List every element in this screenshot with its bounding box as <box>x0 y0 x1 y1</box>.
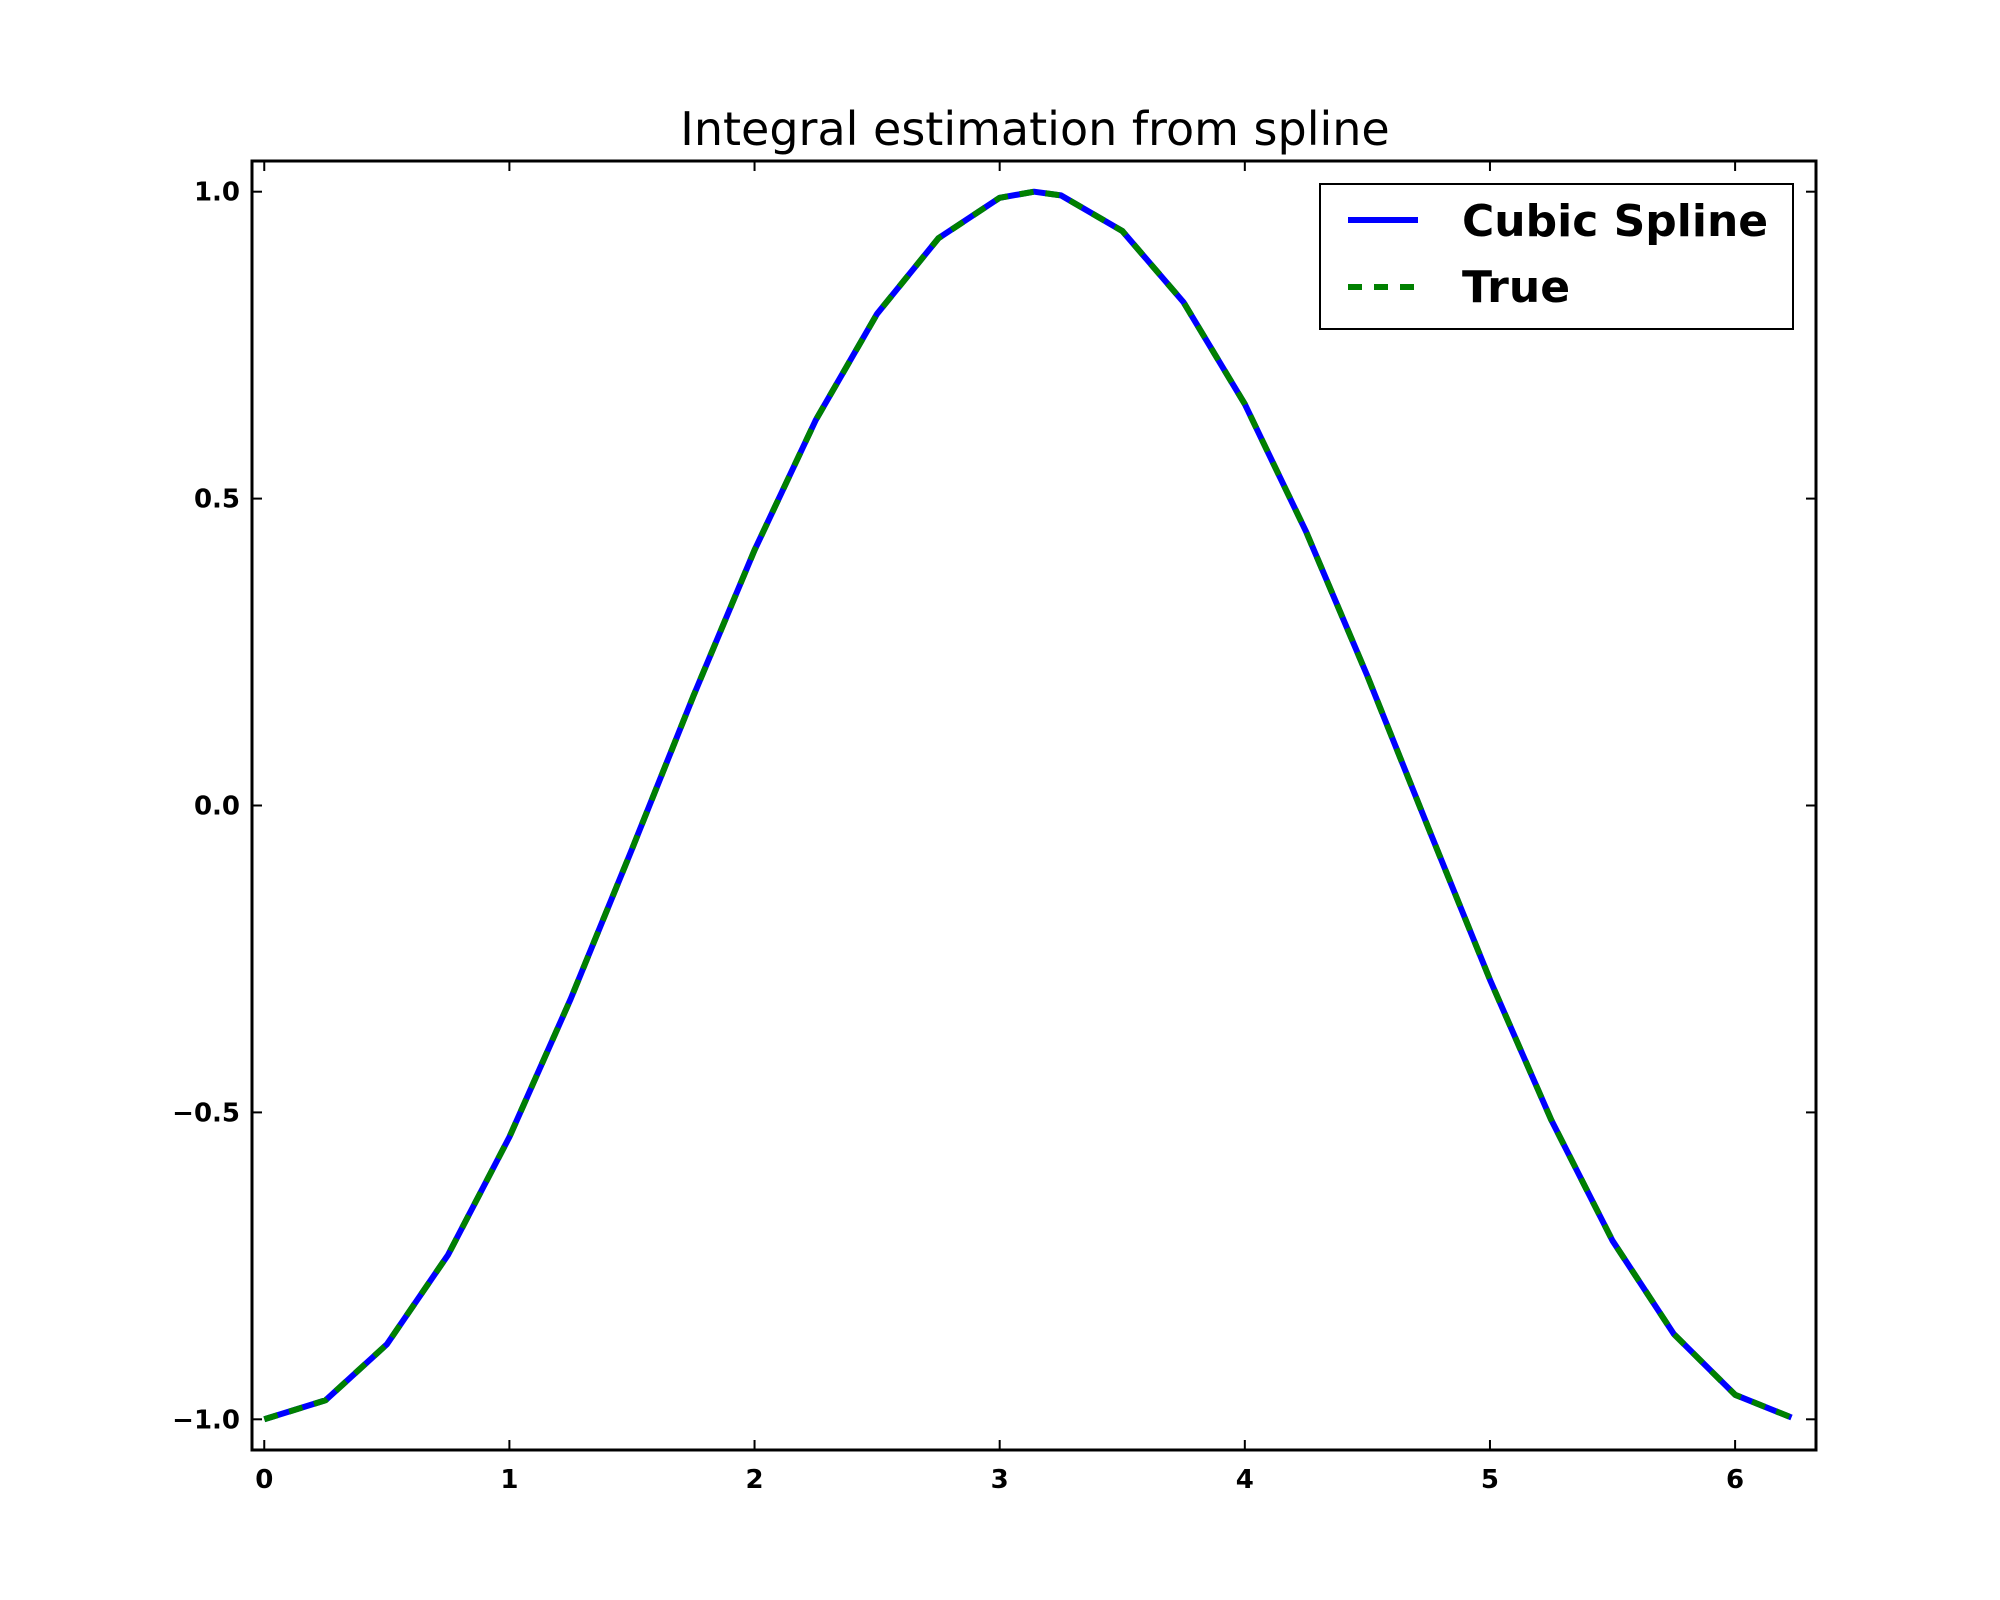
legend-label-cubic-spline: Cubic Spline <box>1462 196 1768 247</box>
x-tick-label: 4 <box>1236 1465 1254 1495</box>
chart-title: Integral estimation from spline <box>680 102 1389 156</box>
plot-area <box>252 161 1816 1450</box>
legend: Cubic Spline True <box>1319 183 1794 330</box>
y-tick-label: −0.5 <box>172 1098 240 1128</box>
legend-box <box>1319 183 1794 330</box>
plot-frame <box>250 159 1818 1452</box>
x-tick-label: 0 <box>255 1465 273 1495</box>
series-layer <box>263 188 1793 1423</box>
y-tick-label: −1.0 <box>172 1405 240 1435</box>
x-tick-label: 5 <box>1481 1465 1499 1495</box>
y-tick-label: 1.0 <box>194 178 240 208</box>
series-line-true <box>263 188 1793 1423</box>
ticks-layer: 0 1 2 3 4 5 6 −1.0 −0.5 0.0 0.5 1.0 <box>172 161 1816 1495</box>
x-tick-label: 2 <box>745 1465 763 1495</box>
legend-label-true: True <box>1462 262 1570 313</box>
x-tick-label: 3 <box>991 1465 1009 1495</box>
y-tick-label: 0.5 <box>194 485 240 515</box>
x-tick-label: 1 <box>500 1465 518 1495</box>
x-tick-label: 6 <box>1726 1465 1744 1495</box>
y-tick-label: 0.0 <box>194 792 240 822</box>
